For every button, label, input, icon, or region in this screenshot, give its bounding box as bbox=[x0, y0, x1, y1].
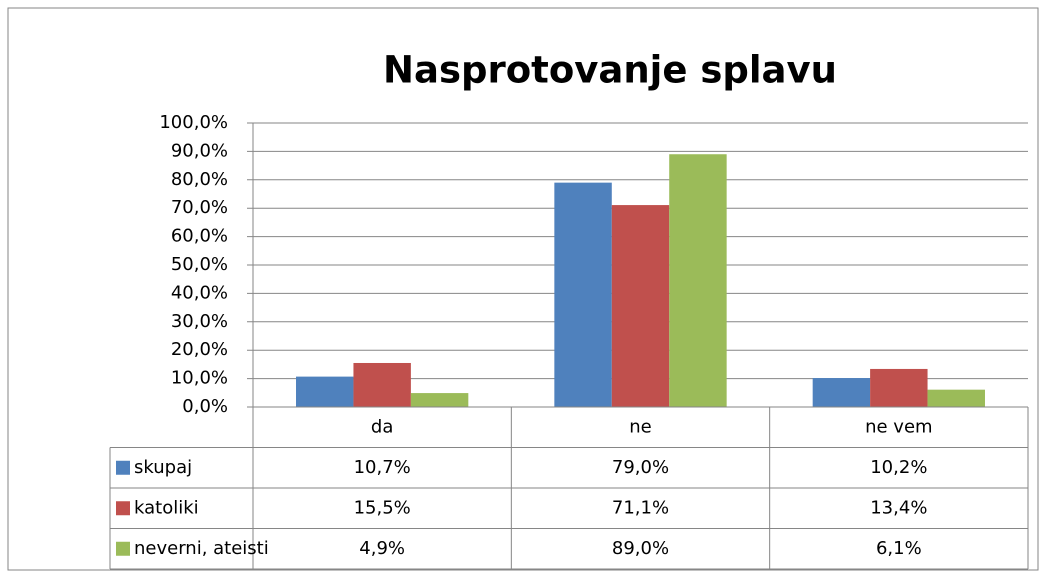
y-tick-label: 20,0% bbox=[171, 339, 228, 360]
chart-border bbox=[7, 7, 1039, 571]
x-tick-label: ne bbox=[629, 416, 651, 437]
y-tick-label: 40,0% bbox=[171, 282, 228, 303]
table-value: 4,9% bbox=[359, 538, 405, 559]
y-tick-label: 70,0% bbox=[171, 197, 228, 218]
chart-title: Nasprotovanje splavu bbox=[383, 49, 837, 92]
bar bbox=[927, 389, 985, 407]
table-value: 79,0% bbox=[612, 457, 669, 478]
bar bbox=[554, 182, 612, 407]
x-tick-label: ne vem bbox=[865, 416, 932, 437]
table-value: 89,0% bbox=[612, 538, 669, 559]
bar bbox=[870, 368, 928, 407]
bar bbox=[353, 362, 411, 407]
bar bbox=[410, 393, 469, 407]
table-value: 71,1% bbox=[612, 497, 669, 518]
y-tick-label: 90,0% bbox=[171, 140, 228, 161]
table-value: 15,5% bbox=[354, 497, 411, 518]
y-tick-label: 10,0% bbox=[171, 368, 228, 389]
legend-label: katoliki bbox=[134, 497, 199, 518]
table-value: 10,7% bbox=[354, 457, 411, 478]
bar bbox=[296, 376, 354, 407]
table-value: 10,2% bbox=[870, 457, 927, 478]
legend-swatch bbox=[116, 541, 130, 556]
table-value: 13,4% bbox=[870, 497, 927, 518]
y-tick-label: 0,0% bbox=[182, 396, 228, 417]
table-value: 6,1% bbox=[876, 538, 922, 559]
y-tick-label: 30,0% bbox=[171, 311, 228, 332]
bar bbox=[669, 154, 727, 407]
legend-swatch bbox=[116, 501, 130, 516]
y-tick-label: 100,0% bbox=[159, 112, 228, 133]
bar bbox=[812, 378, 871, 407]
legend-label: neverni, ateisti bbox=[134, 538, 269, 559]
x-tick-label: da bbox=[371, 416, 393, 437]
bar bbox=[611, 205, 670, 407]
y-tick-label: 80,0% bbox=[171, 169, 228, 190]
y-tick-label: 60,0% bbox=[171, 226, 228, 247]
legend-swatch bbox=[116, 460, 130, 475]
legend-label: skupaj bbox=[134, 457, 192, 478]
y-tick-label: 50,0% bbox=[171, 254, 228, 275]
